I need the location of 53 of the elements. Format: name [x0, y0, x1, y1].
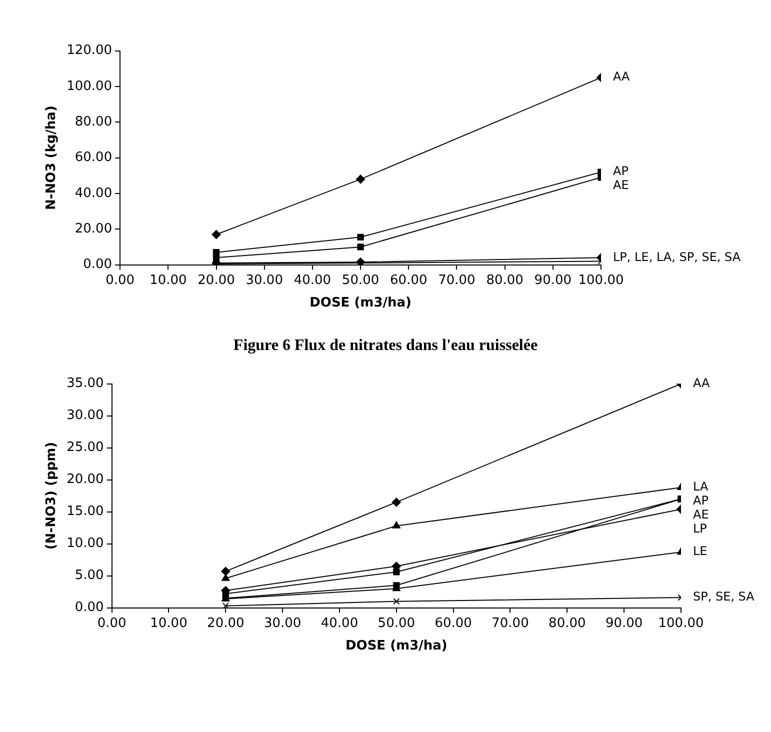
- x-tick-label: 70.00: [492, 616, 529, 631]
- x-tick-label: 100.00: [658, 616, 704, 631]
- x-tick-label: 30.00: [246, 272, 283, 288]
- series-label: AE: [613, 178, 629, 192]
- x-tick-label: 0.00: [97, 616, 126, 631]
- x-tick-label: 60.00: [390, 272, 428, 288]
- x-tick-label: 100.00: [578, 272, 624, 288]
- y-tick-label: 100.00: [66, 78, 112, 94]
- x-tick-label: 20.00: [198, 272, 235, 288]
- y-tick-label: 0.00: [74, 600, 104, 616]
- y-axis-title: (N-NO3) (ppm): [44, 442, 60, 550]
- x-tick-label: 60.00: [434, 616, 472, 631]
- y-tick-label: 20.00: [66, 472, 104, 488]
- x-tick-label: 80.00: [548, 616, 586, 631]
- series-label: AP: [693, 494, 708, 508]
- x-tick-label: 70.00: [438, 272, 476, 288]
- y-tick-label: 10.00: [66, 536, 104, 552]
- series-label: AP: [613, 164, 628, 178]
- x-axis-title: DOSE (m3/ha): [345, 638, 448, 654]
- y-tick-label: 0.00: [83, 257, 112, 272]
- x-tick-label: 50.00: [378, 616, 416, 631]
- x-tick-label: 20.00: [207, 616, 244, 631]
- series-label: LA: [693, 480, 709, 494]
- caption: Figure 6 Flux de nitrates dans l'eau ruisselée: [232, 337, 539, 355]
- y-tick-label: 60.00: [74, 150, 112, 166]
- series-label: SP, SE, SA: [693, 590, 756, 604]
- x-tick-label: 90.00: [605, 616, 643, 631]
- x-tick-label: 80.00: [486, 272, 524, 288]
- series-label: LP: [693, 522, 707, 536]
- x-tick-label: 0.00: [106, 272, 135, 288]
- x-tick-label: 10.00: [150, 272, 187, 288]
- y-tick-label: 30.00: [66, 408, 104, 424]
- series-label: AA: [693, 376, 711, 390]
- y-axis-title: N-NO3 (kg/ha): [44, 106, 60, 210]
- x-tick-label: 50.00: [342, 272, 380, 288]
- x-tick-label: 40.00: [294, 272, 332, 288]
- x-tick-label: 10.00: [150, 616, 188, 631]
- y-tick-label: 35.00: [66, 376, 104, 392]
- series-label: LE: [693, 544, 708, 558]
- x-tick-label: 30.00: [264, 616, 302, 631]
- series-label: LP, LE, LA, SP, SE, SA: [613, 250, 742, 264]
- y-tick-label: 80.00: [74, 114, 112, 130]
- y-tick-label: 20.00: [74, 222, 112, 237]
- x-tick-label: 40.00: [320, 616, 358, 631]
- x-tick-label: 90.00: [534, 272, 572, 288]
- y-tick-label: 120.00: [66, 43, 112, 58]
- y-tick-label: 25.00: [66, 440, 104, 456]
- y-tick-label: 5.00: [74, 568, 104, 584]
- y-tick-label: 40.00: [74, 186, 112, 201]
- series-label: AA: [613, 70, 631, 84]
- x-axis-title: DOSE (m3/ha): [310, 296, 412, 311]
- series-label: AE: [693, 508, 709, 522]
- y-tick-label: 15.00: [66, 504, 104, 520]
